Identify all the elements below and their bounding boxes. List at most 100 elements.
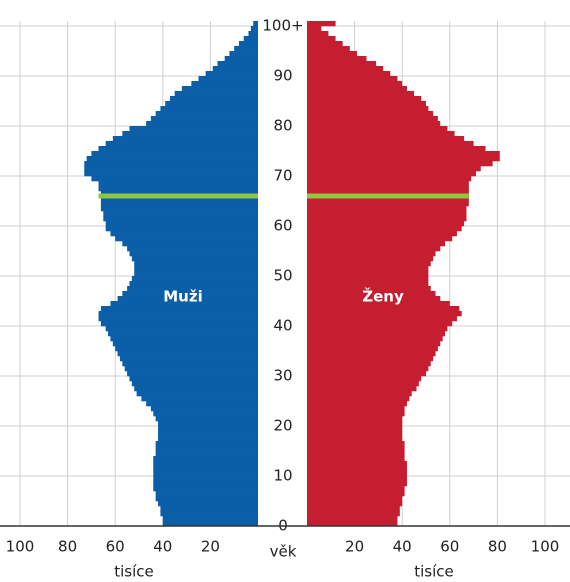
bar xyxy=(307,261,431,267)
y-axis-label: věk xyxy=(270,543,297,561)
bar xyxy=(117,351,258,357)
bar xyxy=(307,476,407,482)
bar xyxy=(307,61,377,67)
bar xyxy=(307,471,407,477)
bar xyxy=(129,126,258,132)
bar xyxy=(307,46,350,52)
bar xyxy=(98,311,258,317)
bar xyxy=(307,486,405,492)
bar xyxy=(162,516,258,522)
bar xyxy=(91,176,259,182)
bar xyxy=(307,461,407,467)
bar xyxy=(127,246,258,252)
bar xyxy=(307,226,462,232)
bar xyxy=(307,231,457,237)
x-tick-label: 20 xyxy=(345,538,364,556)
bar xyxy=(127,371,258,377)
bar xyxy=(84,171,258,177)
bar xyxy=(307,431,403,437)
bar xyxy=(307,131,455,137)
bar xyxy=(253,21,258,27)
bar xyxy=(307,31,329,37)
bar xyxy=(105,141,259,147)
bar xyxy=(307,36,336,42)
bar xyxy=(307,381,419,387)
bar xyxy=(307,111,434,117)
bar xyxy=(158,501,258,507)
bar xyxy=(307,516,398,522)
bar xyxy=(238,41,258,47)
bar xyxy=(98,186,258,192)
bar xyxy=(234,46,258,52)
bar xyxy=(307,506,400,512)
bar xyxy=(307,396,410,402)
bar xyxy=(98,316,258,322)
bar xyxy=(134,271,258,277)
bar xyxy=(153,411,258,417)
bar xyxy=(100,306,258,312)
x-tick-label: 100 xyxy=(6,538,35,556)
bar xyxy=(307,121,441,127)
bar xyxy=(307,371,426,377)
bar xyxy=(307,336,443,342)
bar xyxy=(103,216,258,222)
bar xyxy=(174,91,258,97)
bar xyxy=(307,441,405,447)
bar xyxy=(307,56,367,62)
bar xyxy=(153,456,258,462)
bar xyxy=(307,96,422,102)
bar xyxy=(307,51,357,57)
bar xyxy=(307,76,398,82)
bar xyxy=(307,81,403,87)
bar xyxy=(307,321,453,327)
bar xyxy=(307,141,474,147)
bar xyxy=(91,151,259,157)
x-tick-label: 60 xyxy=(106,538,125,556)
bar xyxy=(110,336,258,342)
bar xyxy=(307,71,391,77)
y-tick-label: 60 xyxy=(273,217,292,235)
bar xyxy=(153,461,258,467)
bar xyxy=(248,31,258,37)
bar xyxy=(115,236,258,242)
bar xyxy=(169,96,258,102)
bar xyxy=(307,236,453,242)
bar xyxy=(110,231,258,237)
bar xyxy=(155,111,258,117)
bar xyxy=(131,256,258,262)
bar xyxy=(307,241,446,247)
bar xyxy=(108,331,258,337)
bar xyxy=(158,426,258,432)
x-axis-label: tisíce xyxy=(114,563,154,581)
bar xyxy=(307,341,441,347)
bar xyxy=(307,66,384,72)
bar xyxy=(307,181,469,187)
bar xyxy=(131,381,258,387)
bar xyxy=(119,356,259,362)
x-tick-label: 80 xyxy=(58,538,77,556)
bar xyxy=(307,161,493,167)
x-tick-label: 20 xyxy=(201,538,220,556)
bar xyxy=(307,126,448,132)
bar xyxy=(307,391,412,397)
bar xyxy=(122,291,258,297)
bar xyxy=(307,446,405,452)
bar xyxy=(307,426,403,432)
bar xyxy=(307,101,426,107)
bar xyxy=(105,226,259,232)
bar xyxy=(307,171,476,177)
bar xyxy=(307,281,429,287)
bar xyxy=(115,346,258,352)
bar xyxy=(307,401,407,407)
bar xyxy=(146,401,258,407)
bar xyxy=(307,491,405,497)
bar xyxy=(307,316,457,322)
bar xyxy=(127,286,258,292)
bar xyxy=(84,166,258,172)
y-tick-label: 90 xyxy=(273,67,292,85)
bar xyxy=(158,436,258,442)
bar xyxy=(307,416,403,422)
legend-label: Ženy xyxy=(362,287,404,306)
bar xyxy=(307,436,403,442)
